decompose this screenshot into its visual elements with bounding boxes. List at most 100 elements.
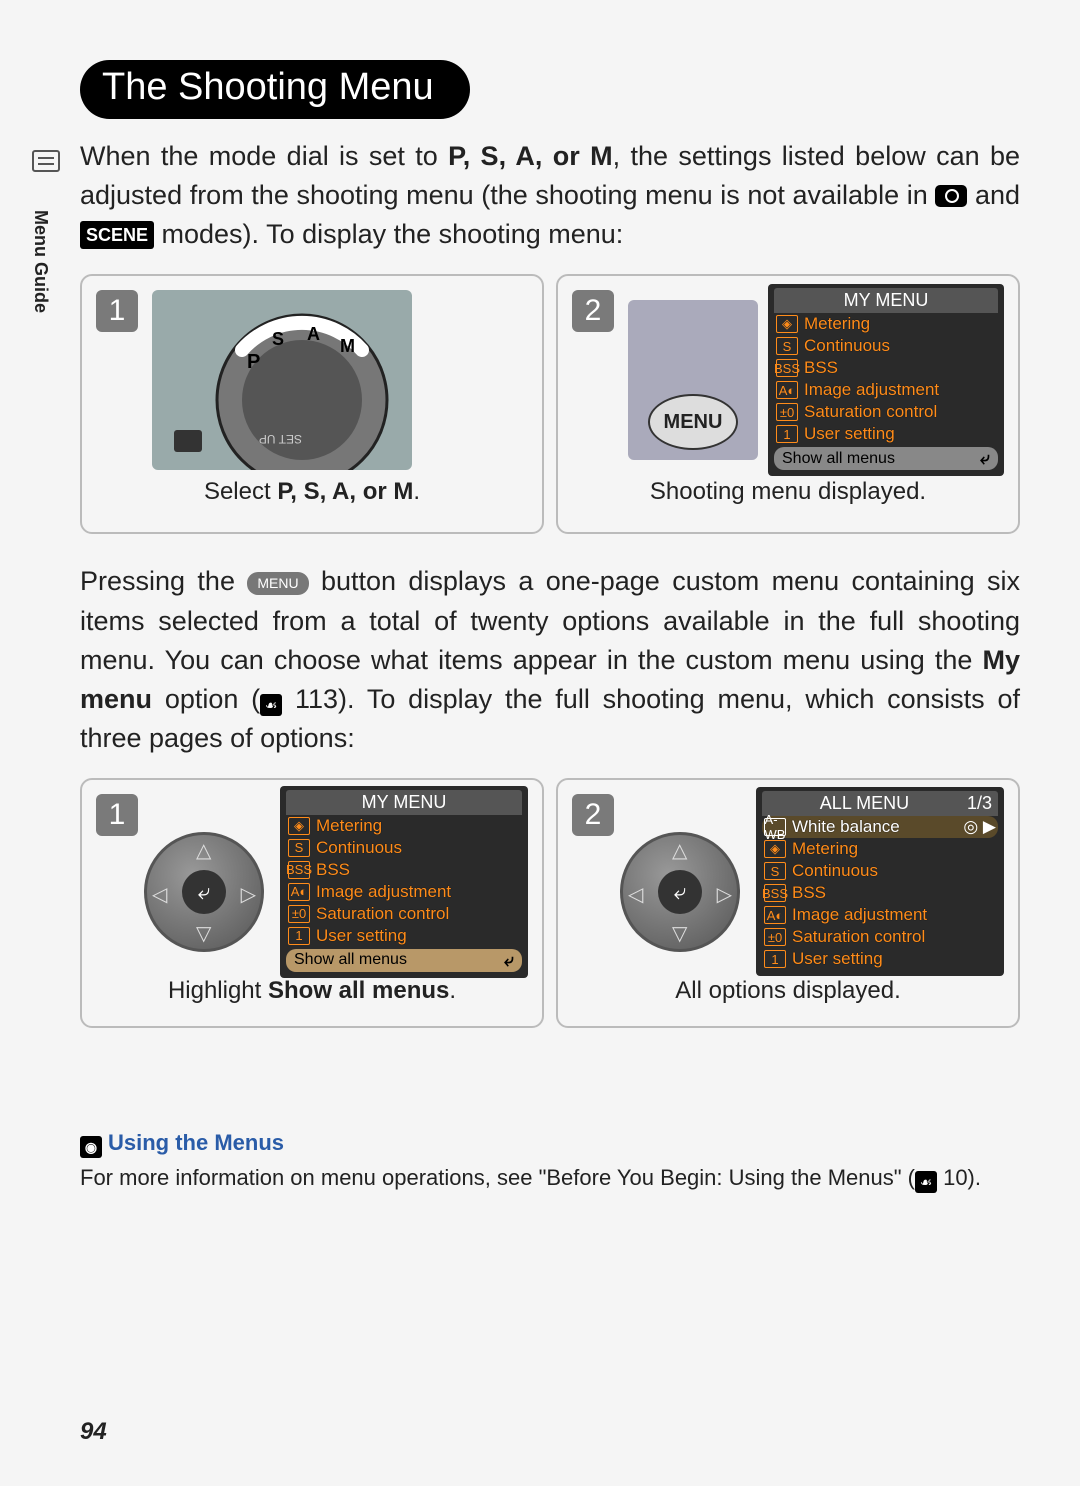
menu-row: 1User setting [286,925,522,947]
footer-label: Show all menus [294,951,407,969]
note-title-text: Using the Menus [108,1130,284,1155]
menu-oval: MENU [648,394,738,450]
intro-pre: When the mode dial is set to [80,141,448,171]
step2-graphic: MENU MY MENU ◈Metering SContinuous BSSBS… [628,290,1004,470]
step-panel-2: 2 MENU MY MENU ◈Metering SContinuous BSS… [556,274,1020,534]
bss-icon: BSS [776,359,798,377]
wb-icon: A-WB [764,818,786,836]
lcd-title: ALL MENU 1/3 [762,791,998,816]
note-block: ◉Using the Menus For more information on… [80,1128,1020,1194]
all-menu-title: ALL MENU [820,793,909,813]
down-icon: ▽ [196,921,211,946]
user-setting-icon: 1 [764,950,786,968]
footer-label: Show all menus [782,450,895,468]
up-icon: △ [672,838,687,863]
note-a: For more information on menu operations,… [80,1165,915,1190]
menu-row: ±0Saturation control [774,401,998,423]
menu-row: BSSBSS [774,357,998,379]
step4-graphic: ⤶ △ ▽ ◁ ▷ ALL MENU 1/3 A-WBWhite balance… [620,794,1004,969]
menu-row-selected: A-WBWhite balance◎ ▶ [762,816,998,838]
menu-row: SContinuous [286,837,522,859]
image-adj-icon: A◐ [776,381,798,399]
metering-icon: ◈ [288,817,310,835]
metering-icon: ◈ [776,315,798,333]
enter-icon: ⤶ [980,448,990,469]
step4-caption: All options displayed. [572,977,1004,1005]
svg-text:M: M [340,336,355,356]
p2c: option ( [152,684,260,714]
intro-tail: modes). To display the shooting menu: [154,219,623,249]
step2-caption: Shooting menu displayed. [572,478,1004,506]
cap-post: . [413,478,420,505]
menu-button-icon: MENU [247,572,308,594]
svg-text:S: S [272,329,284,349]
cap-bold: P, S, A, or M [277,478,413,505]
down-icon: ▽ [672,921,687,946]
scene-badge: SCENE [80,221,154,249]
step-panel-4: 2 ⤶ △ ▽ ◁ ▷ ALL MENU 1/3 A-WBWhite balan… [556,778,1020,1028]
image-adj-icon: A◐ [764,906,786,924]
menu-row: SContinuous [762,860,998,882]
note-title: ◉Using the Menus [80,1128,1020,1159]
step-number: 2 [572,794,614,836]
menu-row: BSSBSS [286,859,522,881]
intro-modes: P, S, A, or M [448,141,612,171]
intro-paragraph: When the mode dial is set to P, S, A, or… [80,137,1020,254]
note-b: 10). [937,1165,981,1190]
menu-row: ±0Saturation control [762,926,998,948]
svg-text:SET UP: SET UP [259,432,302,446]
multi-selector-pad: ⤶ △ ▽ ◁ ▷ [144,832,264,952]
menu-row: ◈Metering [762,838,998,860]
step-number: 1 [96,290,138,332]
enter-icon: ⤶ [658,870,702,914]
left-icon: ◁ [152,882,167,907]
camera-icon [935,185,967,207]
enter-icon: ⤶ [182,870,226,914]
side-label: Menu Guide [30,210,51,313]
ref-icon: ☙ [915,1171,937,1193]
dial-icon: ◎ ▶ [963,817,996,837]
cap-bold: Show all menus [268,977,449,1004]
paragraph-2: Pressing the MENU button displays a one-… [80,562,1020,758]
intro-and: and [967,180,1020,210]
menu-row: BSSBSS [762,882,998,904]
right-icon: ▷ [717,882,732,907]
lcd-title: MY MENU [286,790,522,815]
user-setting-icon: 1 [288,927,310,945]
svg-text:P: P [247,351,260,373]
lcd-footer-selected: Show all menus ⤶ [286,949,522,972]
bss-icon: BSS [764,884,786,902]
my-menu-lcd-2: MY MENU ◈Metering SContinuous BSSBSS A◐I… [280,786,528,978]
steps-row-2: 1 ⤶ △ ▽ ◁ ▷ MY MENU ◈Metering SContinuou… [80,778,1020,1028]
menu-row: 1User setting [762,948,998,970]
menu-row: ±0Saturation control [286,903,522,925]
metering-icon: ◈ [764,840,786,858]
menu-row: A◐Image adjustment [762,904,998,926]
continuous-icon: S [288,839,310,857]
step3-caption: Highlight Show all menus. [96,977,528,1005]
step1-caption: Select P, S, A, or M. [96,478,528,506]
ref-icon: ☙ [260,694,282,716]
step-number: 2 [572,290,614,332]
continuous-icon: S [764,862,786,880]
saturation-icon: ±0 [764,928,786,946]
menu-row: A◐Image adjustment [286,881,522,903]
menu-row: ◈Metering [286,815,522,837]
list-icon [32,150,60,172]
menu-row: SContinuous [774,335,998,357]
page-number: 94 [80,1418,107,1446]
step-panel-3: 1 ⤶ △ ▽ ◁ ▷ MY MENU ◈Metering SContinuou… [80,778,544,1028]
p2a: Pressing the [80,566,247,596]
all-menu-lcd: ALL MENU 1/3 A-WBWhite balance◎ ▶ ◈Meter… [756,787,1004,976]
image-adj-icon: A◐ [288,883,310,901]
page-title: The Shooting Menu [80,60,470,119]
bss-icon: BSS [288,861,310,879]
steps-row-1: 1 P S A M SET UP Se [80,274,1020,534]
svg-text:A: A [307,324,320,344]
step-number: 1 [96,794,138,836]
user-setting-icon: 1 [776,425,798,443]
lcd-title: MY MENU [774,288,998,313]
cap-post: . [449,977,456,1004]
step-panel-1: 1 P S A M SET UP Se [80,274,544,534]
menu-button-graphic: MENU [628,300,758,460]
